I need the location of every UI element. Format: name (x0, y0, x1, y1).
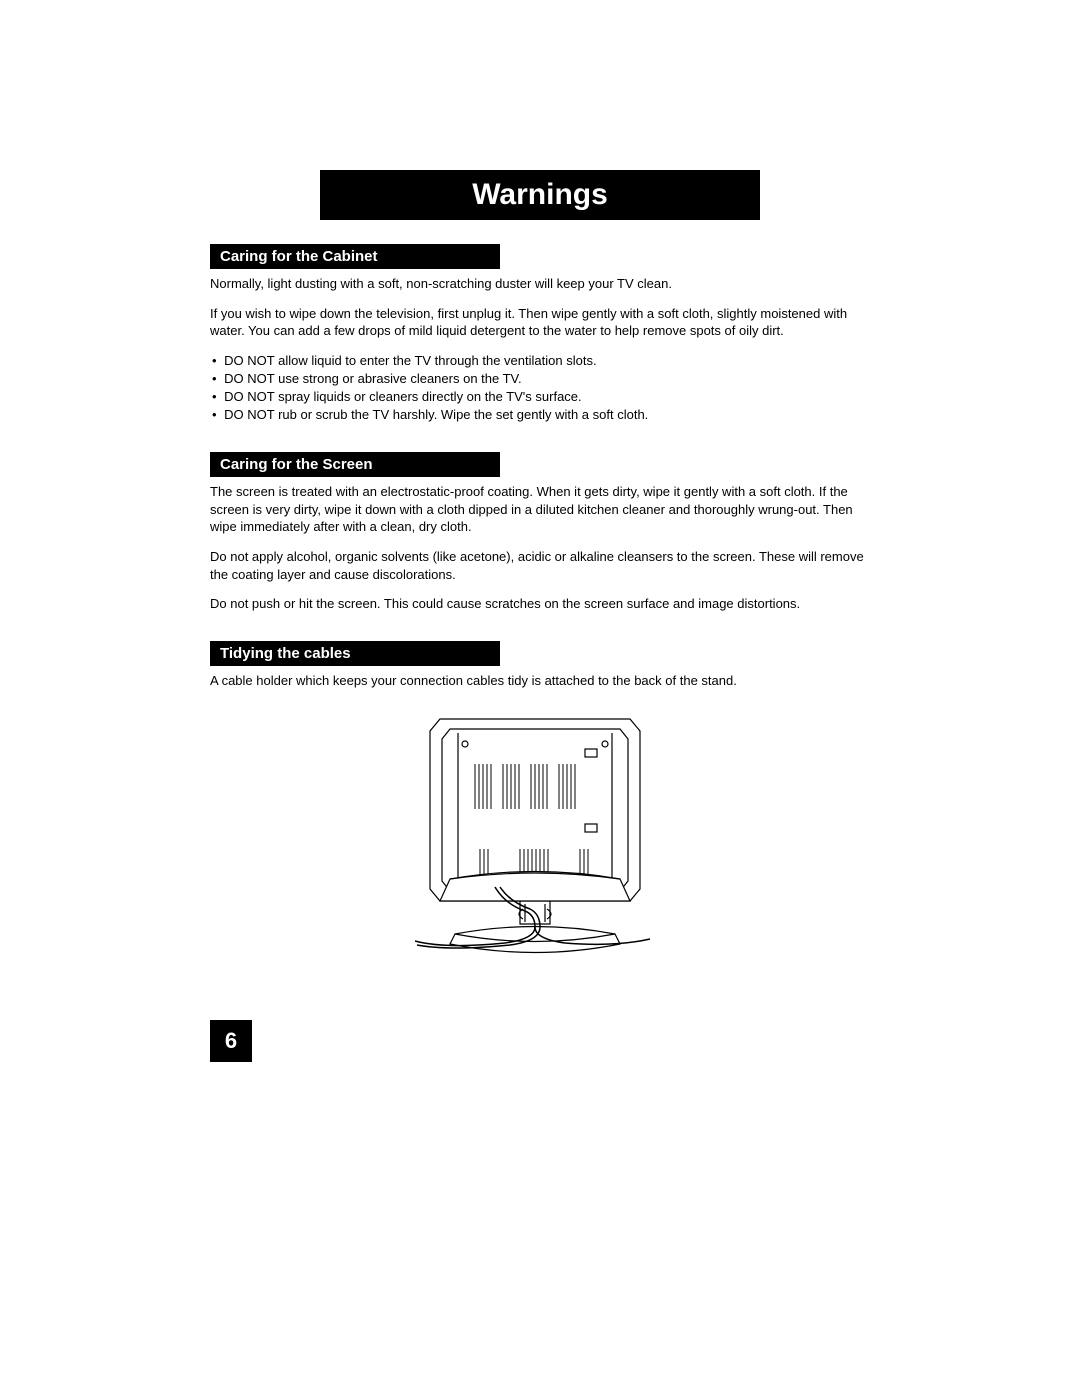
page-number: 6 (210, 1020, 252, 1062)
section-header-cables: Tidying the cables (210, 641, 500, 666)
section-header-cabinet: Caring for the Cabinet (210, 244, 500, 269)
cabinet-bullet: DO NOT spray liquids or cleaners directl… (210, 388, 870, 406)
cabinet-paragraph-2: If you wish to wipe down the television,… (210, 305, 870, 340)
tv-rear-illustration (385, 709, 695, 969)
cabinet-bullet: DO NOT allow liquid to enter the TV thro… (210, 352, 870, 370)
cables-paragraph-1: A cable holder which keeps your connecti… (210, 672, 870, 690)
cabinet-bullet: DO NOT rub or scrub the TV harshly. Wipe… (210, 406, 870, 424)
screen-paragraph-2: Do not apply alcohol, organic solvents (… (210, 548, 870, 583)
illustration-container (210, 709, 870, 974)
section-header-screen: Caring for the Screen (210, 452, 500, 477)
manual-page: Warnings Caring for the Cabinet Normally… (210, 170, 870, 974)
page-title: Warnings (320, 170, 760, 220)
cabinet-paragraph-1: Normally, light dusting with a soft, non… (210, 275, 870, 293)
screen-paragraph-1: The screen is treated with an electrosta… (210, 483, 870, 536)
cabinet-bullets: DO NOT allow liquid to enter the TV thro… (210, 352, 870, 425)
cabinet-bullet: DO NOT use strong or abrasive cleaners o… (210, 370, 870, 388)
screen-paragraph-3: Do not push or hit the screen. This coul… (210, 595, 870, 613)
